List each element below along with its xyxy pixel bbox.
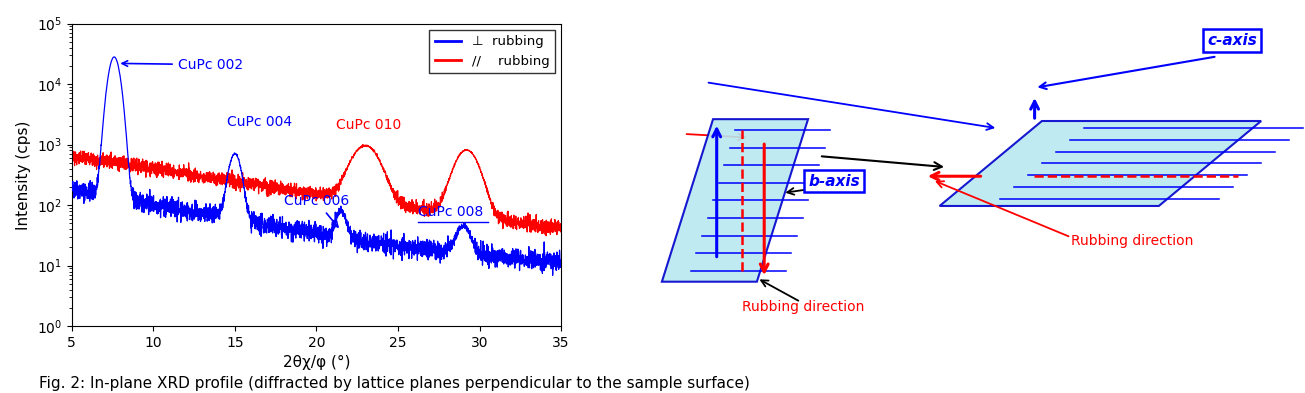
Text: CuPc 002: CuPc 002: [123, 58, 243, 72]
Y-axis label: Intensity (cps): Intensity (cps): [16, 120, 31, 230]
Text: Fig. 2: In-plane XRD profile (diffracted by lattice planes perpendicular to the : Fig. 2: In-plane XRD profile (diffracted…: [39, 376, 750, 391]
Text: Rubbing direction: Rubbing direction: [743, 300, 865, 314]
Polygon shape: [662, 119, 808, 282]
X-axis label: 2θχ/φ (°): 2θχ/φ (°): [283, 355, 350, 371]
Text: CuPc 004: CuPc 004: [227, 116, 292, 129]
Polygon shape: [940, 121, 1261, 206]
Text: c-axis: c-axis: [1207, 33, 1257, 48]
Text: Rubbing direction: Rubbing direction: [1071, 234, 1194, 248]
Text: b-axis: b-axis: [808, 174, 860, 189]
Text: CuPc 008: CuPc 008: [418, 206, 483, 219]
Text: CuPc 006: CuPc 006: [284, 194, 350, 227]
Legend: ⊥  rubbing, //    rubbing: ⊥ rubbing, // rubbing: [429, 30, 555, 73]
Text: CuPc 010: CuPc 010: [337, 118, 402, 132]
